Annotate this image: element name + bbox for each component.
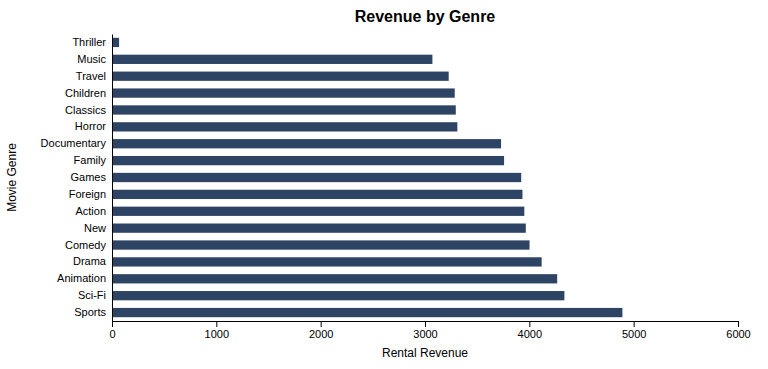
x-tick: 6000	[726, 321, 750, 340]
y-tick-label: Travel	[76, 70, 106, 82]
y-tick: Sports	[74, 306, 112, 318]
y-tick: Drama	[73, 255, 112, 267]
x-tick-label: 5000	[622, 328, 646, 340]
bar	[112, 207, 524, 216]
title: Revenue by Genre	[355, 8, 496, 25]
chart: 0 1000 2000 3000 4000 5000 6000 Sports Sci-Fi Ani…	[0, 0, 768, 369]
y-tick-label: Children	[65, 87, 106, 99]
y-tick-label: New	[84, 222, 106, 234]
x-axis-title: Rental Revenue	[382, 346, 468, 360]
bar	[112, 257, 542, 266]
plot: 0 1000 2000 3000 4000 5000 6000 Sports Sci-Fi Ani…	[41, 35, 751, 340]
x-tick-label: 4000	[518, 328, 542, 340]
y-tick-label: Animation	[57, 272, 106, 284]
y-tick-label: Music	[77, 53, 106, 65]
y-tick-label: Comedy	[65, 239, 106, 251]
y-tick-label: Thriller	[72, 36, 106, 48]
y-tick: Thriller	[72, 36, 112, 48]
bar	[112, 72, 449, 81]
y-tick: Music	[77, 53, 112, 65]
x-tick: 1000	[205, 321, 229, 340]
bar	[112, 224, 526, 233]
bar	[112, 122, 457, 131]
bar	[112, 156, 504, 165]
y-tick-label: Sci-Fi	[78, 289, 106, 301]
bar	[112, 240, 530, 249]
y-tick-label: Classics	[65, 103, 106, 115]
bar	[112, 173, 521, 182]
y-tick: Horror	[75, 120, 112, 132]
y-tick: Classics	[65, 103, 112, 115]
x-tick-label: 0	[109, 328, 115, 340]
y-tick-label: Family	[74, 154, 107, 166]
y-tick-label: Horror	[75, 120, 107, 132]
y-tick-label: Sports	[74, 306, 106, 318]
x-tick: 0	[109, 321, 115, 340]
x-tick-mark	[529, 321, 530, 327]
y-tick: Animation	[57, 272, 112, 284]
x-tick-label: 2000	[309, 328, 333, 340]
x-tick-mark	[738, 321, 739, 327]
x-tick-mark	[112, 321, 113, 327]
x-tick-mark	[216, 321, 217, 327]
y-tick: Documentary	[41, 137, 112, 149]
y-tick: Travel	[76, 70, 112, 82]
bar	[112, 88, 455, 97]
y-tick-label: Foreign	[69, 188, 106, 200]
y-tick: Sci-Fi	[78, 289, 112, 301]
y-tick: Foreign	[69, 188, 112, 200]
y-tick-label: Documentary	[41, 137, 107, 149]
y-tick-label: Games	[71, 171, 107, 183]
y-tick: Games	[71, 171, 112, 183]
x-tick-label: 3000	[413, 328, 437, 340]
bars	[112, 38, 622, 317]
bar	[112, 105, 456, 114]
x-tick-mark	[634, 321, 635, 327]
x-axis-line	[113, 322, 739, 328]
y-tick: New	[84, 222, 112, 234]
y-tick: Action	[75, 205, 112, 217]
bar	[112, 291, 564, 300]
y-axis-title: Movie Genre	[5, 143, 19, 212]
y-tick-label: Drama	[73, 255, 107, 267]
x-tick: 3000	[413, 321, 437, 340]
x-tick: 5000	[622, 321, 646, 340]
y-axis: Sports Sci-Fi Animation Drama Comedy New Actio…	[41, 35, 113, 322]
bar	[112, 274, 557, 283]
x-tick-label: 6000	[726, 328, 750, 340]
x-tick-label: 1000	[205, 328, 229, 340]
y-tick: Family	[74, 154, 112, 166]
bar	[112, 38, 119, 47]
y-tick: Comedy	[65, 239, 112, 251]
bar	[112, 55, 432, 64]
y-tick-label: Action	[75, 205, 106, 217]
x-tick: 2000	[309, 321, 333, 340]
bar	[112, 308, 622, 317]
x-tick-mark	[321, 321, 322, 327]
x-axis: 0 1000 2000 3000 4000 5000 6000	[109, 321, 750, 340]
y-axis-line	[112, 35, 113, 322]
bar	[112, 139, 501, 148]
x-tick: 4000	[518, 321, 542, 340]
y-tick: Children	[65, 87, 112, 99]
bar	[112, 190, 522, 199]
x-tick-mark	[425, 321, 426, 327]
